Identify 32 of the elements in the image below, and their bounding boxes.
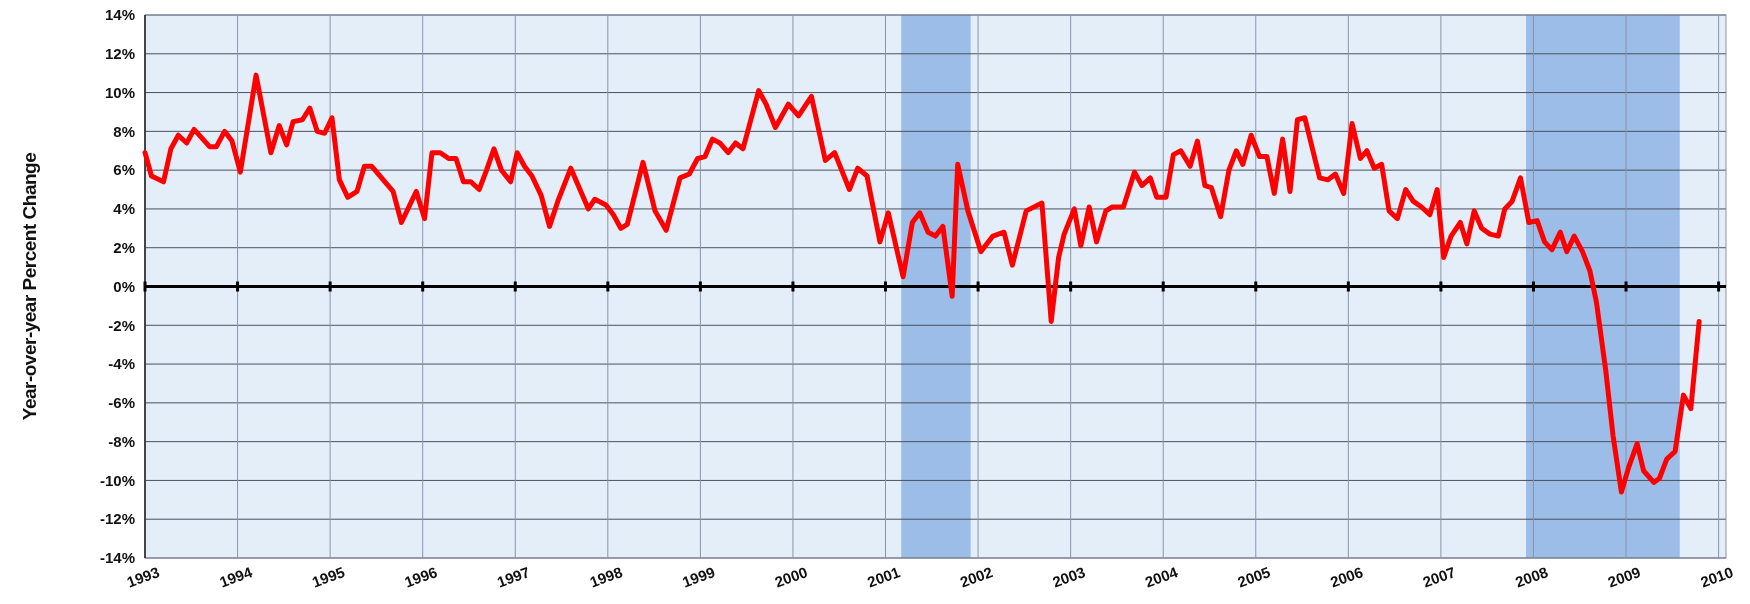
y-tick-label: 8% <box>113 122 135 140</box>
y-tick-label: 4% <box>113 200 135 218</box>
x-tick-label: 2007 <box>1420 563 1458 591</box>
y-tick-label: 2% <box>113 238 135 256</box>
y-tick-label: 0% <box>113 277 135 295</box>
x-tick-label: 1994 <box>217 562 255 591</box>
y-tick-label: 14% <box>104 6 135 24</box>
y-tick-label: 6% <box>113 161 135 179</box>
x-tick-label: 2006 <box>1327 563 1366 591</box>
y-tick-label: -6% <box>108 394 135 412</box>
x-tick-label: 2002 <box>957 563 995 591</box>
y-tick-label: 10% <box>104 83 135 101</box>
y-tick-label: -2% <box>108 316 135 334</box>
x-tick-label: 2008 <box>1513 563 1551 591</box>
x-tick-label: 2000 <box>772 563 810 591</box>
x-tick-label: 2004 <box>1142 562 1181 591</box>
x-tick-label: 2009 <box>1605 563 1643 591</box>
x-tick-label: 1995 <box>309 563 347 591</box>
x-tick-label: 1996 <box>402 563 440 591</box>
x-tick-label: 2005 <box>1235 563 1273 591</box>
y-tick-label: 12% <box>104 45 135 63</box>
x-tick-label: 2001 <box>865 563 903 591</box>
x-tick-label: 1997 <box>494 563 532 591</box>
y-axis-title: Year-over-year Percent Change <box>19 152 40 421</box>
y-tick-label: -8% <box>108 432 135 450</box>
y-tick-label: -10% <box>99 471 135 489</box>
x-tick-label: 1998 <box>587 563 625 591</box>
y-tick-label: -4% <box>108 355 135 373</box>
y-tick-label: -12% <box>99 510 135 528</box>
x-tick-label: 2010 <box>1698 563 1736 591</box>
x-tick-label: 2003 <box>1050 563 1088 591</box>
x-tick-label: 1999 <box>679 563 718 591</box>
